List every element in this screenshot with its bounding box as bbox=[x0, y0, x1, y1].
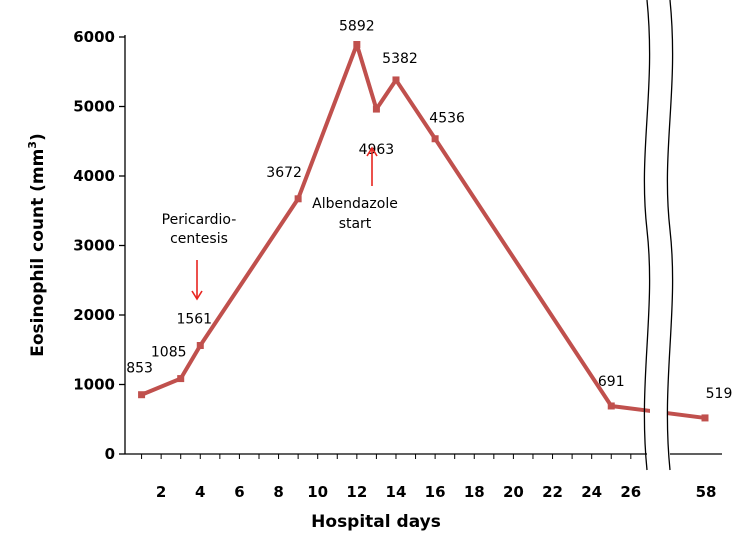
data-label: 1085 bbox=[151, 345, 187, 361]
data-point-marker bbox=[353, 41, 361, 49]
annotations: Pericardio-centesis Albendazole start bbox=[162, 146, 398, 301]
x-tick-label: 8 bbox=[273, 483, 283, 501]
x-tick-label: 6 bbox=[234, 483, 244, 501]
y-tick-label: 2000 bbox=[73, 306, 115, 324]
y-tick-label: 0 bbox=[105, 445, 115, 463]
x-tick-label: 24 bbox=[581, 483, 602, 501]
x-tick-label: 16 bbox=[425, 483, 446, 501]
annotation-label: start bbox=[339, 216, 372, 232]
data-label: 5892 bbox=[339, 19, 375, 35]
data-point-marker bbox=[372, 105, 380, 113]
x-tick-label: 20 bbox=[503, 483, 524, 501]
x-tick-label: 18 bbox=[464, 483, 485, 501]
y-tick-label: 3000 bbox=[73, 237, 115, 255]
data-point-marker bbox=[607, 402, 615, 410]
data-label: 4536 bbox=[429, 111, 465, 127]
data-point-marker bbox=[431, 135, 439, 143]
series-line bbox=[140, 42, 706, 420]
x-axis-title: Hospital days bbox=[311, 512, 441, 532]
x-tick-label: 26 bbox=[620, 483, 641, 501]
x-tick-label: 22 bbox=[542, 483, 563, 501]
annotation-label: Pericardio- bbox=[162, 212, 237, 228]
data-label: 1561 bbox=[176, 312, 212, 328]
annotation-label: Albendazole bbox=[312, 196, 398, 212]
data-label: 3672 bbox=[266, 165, 302, 181]
y-axis-title: Eosinophil count (mm3) bbox=[26, 133, 48, 357]
x-tick-label: 14 bbox=[386, 483, 407, 501]
data-point-marker bbox=[196, 342, 204, 350]
data-label: 691 bbox=[598, 374, 625, 390]
annotation-label: centesis bbox=[170, 231, 228, 247]
x-tick-label: 12 bbox=[346, 483, 367, 501]
axis-break-mask bbox=[650, 0, 667, 470]
data-point-marker bbox=[294, 195, 302, 203]
annotation-arrow-up-head bbox=[366, 146, 378, 157]
data-point-marker bbox=[138, 391, 146, 399]
y-tick-label: 6000 bbox=[73, 28, 115, 46]
axis-break-line-left bbox=[643, 0, 651, 471]
annotation-arrow-down-head bbox=[191, 290, 203, 301]
x-tick-label: 10 bbox=[307, 483, 328, 501]
data-label: 519 bbox=[706, 386, 733, 402]
data-label: 5382 bbox=[382, 51, 418, 67]
y-axis-title-superscript: 3 bbox=[26, 141, 39, 149]
x-tick-label: 58 bbox=[696, 483, 717, 501]
y-tick-label: 5000 bbox=[73, 98, 115, 116]
y-axis-title-close: ) bbox=[28, 133, 48, 141]
data-point-marker bbox=[701, 414, 709, 422]
data-label: 853 bbox=[126, 361, 153, 377]
data-point-marker bbox=[392, 76, 400, 84]
x-tick-label: 4 bbox=[195, 483, 205, 501]
y-tick-label: 1000 bbox=[73, 376, 115, 394]
data-point-marker bbox=[177, 375, 185, 383]
axis-break-line-right bbox=[666, 0, 674, 471]
x-tick-label: 2 bbox=[156, 483, 166, 501]
series-layer bbox=[138, 0, 709, 471]
y-axis-title-main: Eosinophil count (mm bbox=[28, 149, 48, 357]
y-tick-label: 4000 bbox=[73, 167, 115, 185]
